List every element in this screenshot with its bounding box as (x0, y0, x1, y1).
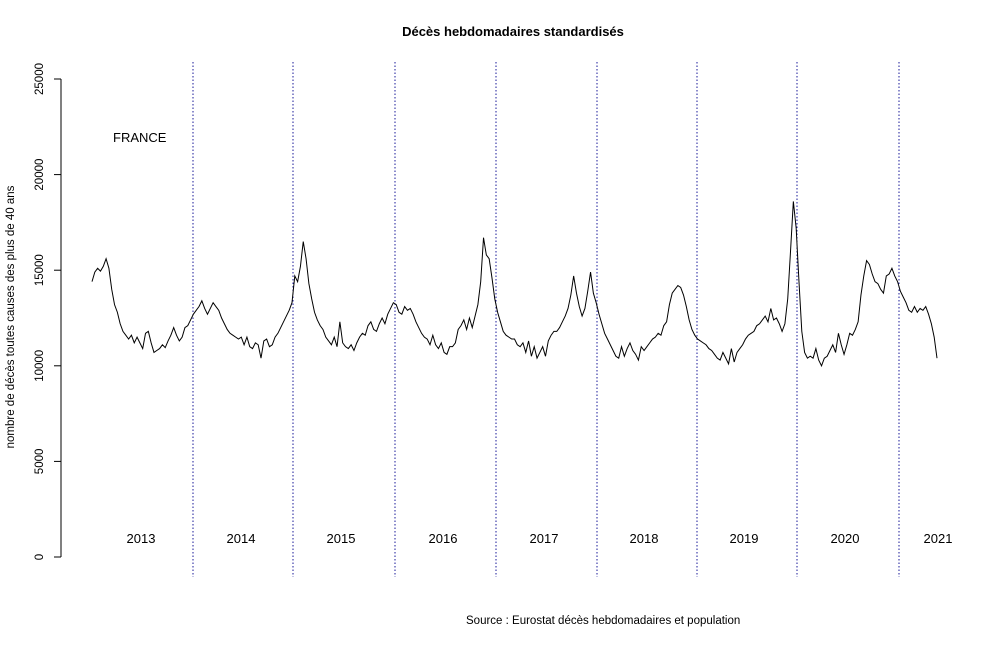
year-label: 2019 (730, 531, 759, 546)
year-labels: 2013 2014 2015 2016 2017 2018 2019 2020 2021 (127, 531, 953, 546)
year-separators (192, 62, 900, 577)
y-tick-label: 0 (34, 554, 46, 560)
y-tick-label: 10000 (34, 350, 46, 382)
series-line (91, 201, 938, 368)
y-tick-label: 15000 (34, 254, 46, 286)
year-label: 2016 (429, 531, 458, 546)
year-label: 2018 (630, 531, 659, 546)
year-label: 2017 (530, 531, 559, 546)
y-axis-label: nombre de décès toutes causes des plus d… (5, 185, 17, 448)
year-label: 2014 (227, 531, 256, 546)
year-label: 2013 (127, 531, 156, 546)
country-annotation: FRANCE (113, 130, 167, 145)
year-label: 2021 (924, 531, 953, 546)
year-label: 2015 (327, 531, 356, 546)
y-tick-label: 20000 (34, 159, 46, 191)
year-label: 2020 (831, 531, 860, 546)
source-note: Source : Eurostat décès hebdomadaires et… (466, 615, 740, 627)
y-ticks: 0 5000 10000 15000 20000 25000 (34, 63, 61, 560)
y-tick-label: 25000 (34, 63, 46, 95)
y-tick-label: 5000 (34, 449, 46, 475)
chart-title: Décès hebdomadaires standardisés (402, 24, 624, 39)
